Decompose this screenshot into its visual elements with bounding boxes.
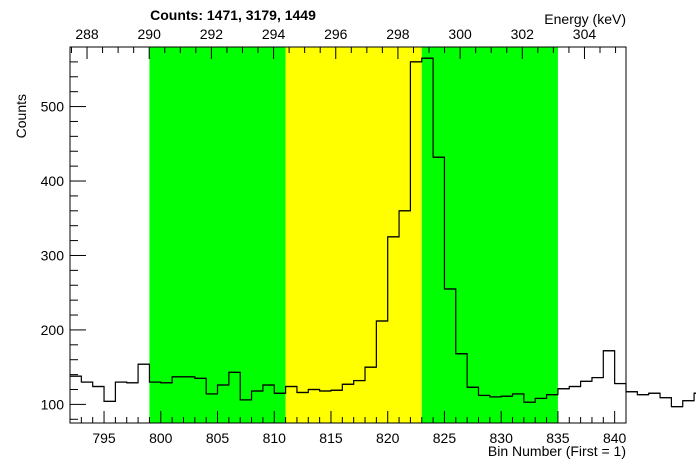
x-tick-label: 815 bbox=[319, 430, 343, 446]
energy-axis-title: Energy (keV) bbox=[544, 11, 626, 27]
x-tick-label: 825 bbox=[433, 430, 457, 446]
x-tick-label: 810 bbox=[263, 430, 287, 446]
x-tick-label: 800 bbox=[149, 430, 173, 446]
energy-tick-label: 302 bbox=[511, 26, 535, 42]
integration-regions bbox=[149, 47, 558, 423]
y-tick-label: 500 bbox=[41, 99, 65, 115]
y-tick-label: 200 bbox=[41, 322, 65, 338]
region-background-right bbox=[421, 47, 558, 423]
y-tick-label: 400 bbox=[41, 173, 65, 189]
energy-tick-label: 288 bbox=[75, 26, 99, 42]
y-tick-label: 100 bbox=[41, 396, 65, 412]
axis-ticks bbox=[69, 46, 627, 423]
region-background-left bbox=[149, 47, 286, 423]
x-tick-label: 820 bbox=[376, 430, 400, 446]
energy-tick-label: 290 bbox=[138, 26, 162, 42]
x-tick-label: 805 bbox=[206, 430, 230, 446]
x-tick-label: 795 bbox=[92, 430, 116, 446]
energy-tick-label: 304 bbox=[573, 26, 597, 42]
chart-title: Counts: 1471, 3179, 1449 bbox=[150, 7, 316, 23]
energy-tick-label: 296 bbox=[324, 26, 348, 42]
x-axis-title: Bin Number (First = 1) bbox=[488, 443, 626, 459]
energy-tick-label: 298 bbox=[386, 26, 410, 42]
histogram-layer bbox=[70, 57, 696, 408]
x-tick-label: 830 bbox=[490, 430, 514, 446]
plot-border bbox=[69, 46, 627, 424]
x-tick-label: 835 bbox=[546, 430, 570, 446]
energy-tick-label: 294 bbox=[262, 26, 286, 42]
energy-tick-label: 292 bbox=[200, 26, 224, 42]
histogram-line bbox=[70, 57, 696, 408]
y-tick-label: 300 bbox=[41, 247, 65, 263]
energy-tick-label: 300 bbox=[448, 26, 472, 42]
x-tick-label: 840 bbox=[603, 430, 627, 446]
plot-frame bbox=[69, 46, 627, 424]
axis-labels: 795 800 805 810 815 820 825 830 835 840 100 200 300 4… bbox=[41, 26, 627, 446]
y-axis-title: Counts bbox=[13, 94, 29, 138]
region-peak bbox=[285, 47, 422, 423]
